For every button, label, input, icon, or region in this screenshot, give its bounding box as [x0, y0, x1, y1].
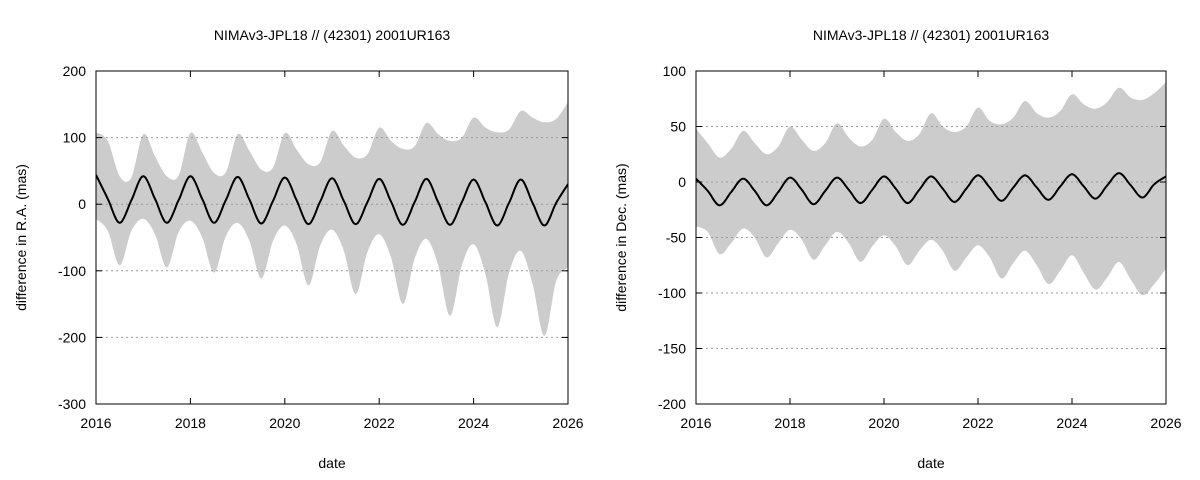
chart-title: NIMAv3-JPL18 // (42301) 2001UR163	[214, 27, 451, 43]
y-tick-label: -100	[658, 285, 686, 301]
uncertainty-band	[96, 102, 568, 337]
chart-1: -300 -200 -100 0 100 200 2016 2018 2020 2022 2024 2…	[13, 27, 584, 471]
x-tick-label: 2018	[774, 415, 805, 431]
y-tick-label: 200	[63, 63, 87, 79]
y-tick-label: -100	[58, 263, 86, 279]
y-tick-label: -200	[658, 396, 686, 412]
mean-difference-line	[696, 172, 1166, 207]
x-tick-label: 2020	[868, 415, 899, 431]
y-tick-label: -150	[658, 341, 686, 357]
x-tick-label: 2022	[962, 415, 993, 431]
y-tick-label: 100	[663, 63, 687, 79]
y-tick-label: -200	[58, 329, 86, 345]
x-tick-label: 2024	[1056, 415, 1087, 431]
x-tick-label: 2022	[364, 415, 395, 431]
x-axis-label: date	[318, 455, 345, 471]
x-axis-label: date	[917, 455, 944, 471]
y-tick-label: 0	[678, 174, 686, 190]
y-tick-label: 50	[670, 119, 686, 135]
y-tick-label: -50	[666, 230, 686, 246]
x-tick-label: 2024	[458, 415, 489, 431]
mean-difference-line	[96, 174, 568, 227]
y-axis-label: difference in Dec. (mas)	[613, 163, 629, 311]
y-tick-label: 100	[63, 130, 87, 146]
y-tick-label: -300	[58, 396, 86, 412]
x-tick-label: 2026	[1150, 415, 1181, 431]
x-tick-label: 2026	[552, 415, 583, 431]
x-tick-label: 2016	[680, 415, 711, 431]
x-tick-label: 2020	[269, 415, 300, 431]
chart-2: -200 -150 -100 -50 0 50 100 2016 2018 2020 2022 202…	[613, 27, 1182, 471]
chart-title: NIMAv3-JPL18 // (42301) 2001UR163	[813, 27, 1050, 43]
y-axis-label: difference in R.A. (mas)	[13, 164, 29, 311]
y-tick-label: 0	[78, 196, 86, 212]
x-tick-label: 2016	[80, 415, 111, 431]
plot-frame	[95, 70, 569, 405]
x-tick-label: 2018	[175, 415, 206, 431]
uncertainty-band	[696, 82, 1166, 296]
